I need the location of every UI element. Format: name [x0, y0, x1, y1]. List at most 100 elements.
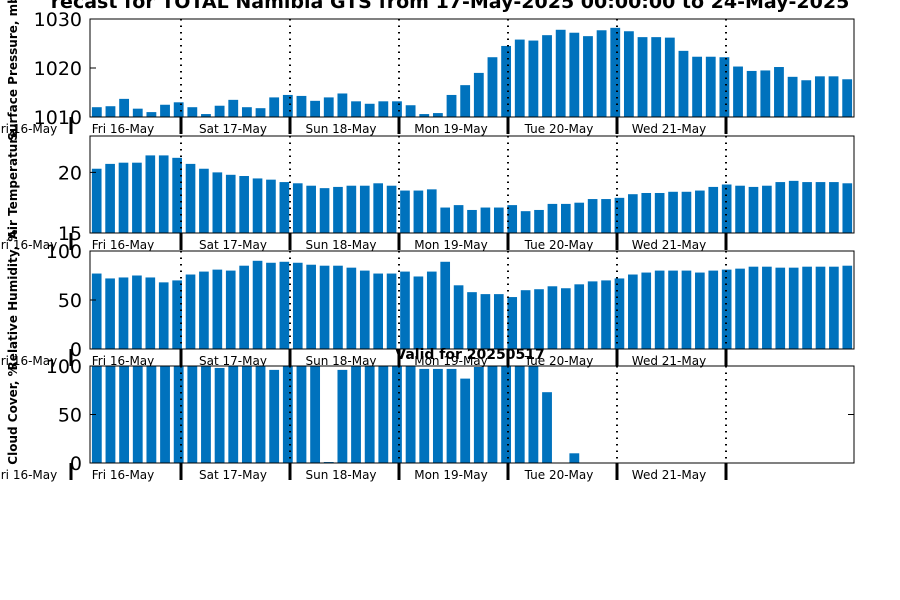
- day-label: Wed 21-May: [632, 238, 706, 252]
- bar: [583, 36, 593, 117]
- bar: [574, 202, 585, 233]
- bar: [473, 72, 484, 117]
- bar: [132, 108, 143, 117]
- bar: [668, 191, 678, 233]
- bar: [596, 30, 607, 117]
- bar: [651, 37, 662, 117]
- bar: [118, 277, 129, 349]
- bar: [547, 203, 558, 233]
- bar: [241, 107, 252, 117]
- bar: [802, 182, 812, 233]
- bar: [214, 367, 225, 463]
- bar: [601, 199, 611, 233]
- axes-box: [89, 135, 855, 234]
- bar: [400, 190, 410, 233]
- bar: [446, 368, 457, 463]
- bar: [145, 277, 156, 349]
- bar: [158, 282, 169, 349]
- bar: [735, 185, 745, 233]
- bar: [547, 286, 558, 349]
- bar: [282, 94, 293, 117]
- bar: [534, 209, 544, 233]
- bar: [528, 40, 539, 118]
- bar: [735, 268, 745, 349]
- bar: [507, 297, 518, 349]
- bar: [721, 269, 732, 349]
- y-tick-label: 1020: [34, 58, 82, 80]
- day-label: Tue 20-May: [524, 468, 594, 482]
- bar: [695, 272, 705, 349]
- bar: [346, 185, 357, 233]
- day-label: Wed 21-May: [632, 354, 706, 368]
- bar: [319, 265, 330, 349]
- day-label: Sun 18-May: [305, 468, 376, 482]
- bar: [708, 270, 719, 349]
- figure-title: recast for TOTAL Namibia GTS from 17-May…: [51, 0, 850, 13]
- day-label: Sun 18-May: [305, 122, 376, 136]
- chart-panel-3: 0 50 100 Relative Humidity, %ri 16-May Fri 1…: [1, 230, 855, 370]
- bar: [146, 112, 157, 117]
- bar: [255, 366, 266, 463]
- bar: [587, 199, 598, 233]
- bar: [199, 168, 209, 233]
- bar: [212, 172, 223, 234]
- day-label: Mon 19-May: [414, 122, 488, 136]
- bar: [788, 180, 799, 233]
- bar: [119, 98, 130, 117]
- bar: [775, 182, 786, 233]
- bar: [692, 56, 703, 117]
- y-tick-label: 100: [46, 241, 82, 263]
- bar: [185, 163, 196, 233]
- bar: [762, 266, 772, 349]
- day-label: ri 16-May: [1, 354, 58, 368]
- bar: [426, 189, 437, 233]
- bar: [628, 274, 638, 349]
- day-label: Tue 20-May: [524, 354, 594, 368]
- bar: [569, 32, 580, 117]
- bar: [480, 207, 491, 233]
- bar: [708, 186, 719, 233]
- bar: [748, 186, 759, 233]
- bar: [614, 197, 625, 233]
- bar: [373, 183, 383, 233]
- day-label: Sun 18-May: [305, 354, 376, 368]
- y-tick-label: 0: [70, 339, 82, 361]
- bar: [419, 368, 430, 463]
- bar: [628, 194, 638, 233]
- bar: [228, 366, 239, 463]
- bar: [569, 453, 580, 463]
- day-label: Sat 17-May: [199, 122, 267, 136]
- day-label: ri 16-May: [1, 238, 58, 252]
- bar: [214, 105, 225, 117]
- bar: [493, 294, 504, 349]
- bar: [146, 366, 157, 463]
- bar: [774, 67, 784, 117]
- day-label: Tue 20-May: [524, 238, 594, 252]
- bar: [641, 192, 652, 233]
- bar: [252, 260, 263, 349]
- bar: [201, 114, 211, 117]
- bar: [296, 366, 307, 463]
- bar: [623, 31, 634, 117]
- bar: [266, 262, 276, 349]
- bar: [641, 272, 652, 349]
- bar: [542, 35, 552, 117]
- bar: [119, 366, 130, 463]
- y-tick-label: 20: [58, 162, 82, 184]
- bar: [386, 273, 397, 349]
- bar: [91, 366, 102, 463]
- bar: [319, 188, 330, 233]
- bar: [487, 57, 498, 117]
- bar: [493, 207, 504, 233]
- bar: [337, 93, 348, 117]
- bar: [705, 56, 716, 117]
- bar: [664, 37, 675, 118]
- bar: [681, 191, 692, 233]
- bar: [252, 178, 263, 233]
- panel-title: Valid for 20250517: [395, 347, 544, 363]
- bar: [323, 97, 334, 117]
- y-tick-label: 100: [46, 356, 82, 378]
